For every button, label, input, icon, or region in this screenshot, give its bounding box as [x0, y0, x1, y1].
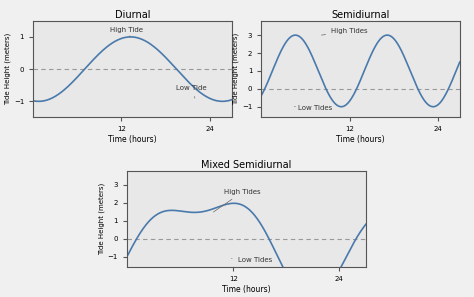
Text: Low Tides: Low Tides [294, 105, 332, 111]
Title: Diurnal: Diurnal [115, 10, 150, 20]
Y-axis label: Tide Height (meters): Tide Height (meters) [98, 183, 105, 255]
Text: High Tide: High Tide [110, 27, 143, 37]
Y-axis label: Tide Height (meters): Tide Height (meters) [4, 33, 11, 105]
Text: High Tides: High Tides [321, 28, 368, 35]
Y-axis label: Tide Height (meters): Tide Height (meters) [233, 33, 239, 105]
X-axis label: Time (hours): Time (hours) [108, 135, 157, 144]
Text: High Tides: High Tides [213, 189, 261, 212]
Title: Mixed Semidiurnal: Mixed Semidiurnal [201, 160, 292, 170]
X-axis label: Time (hours): Time (hours) [336, 135, 385, 144]
X-axis label: Time (hours): Time (hours) [222, 285, 271, 294]
Text: Low Tide: Low Tide [176, 85, 207, 98]
Text: Low Tides: Low Tides [232, 257, 272, 263]
Title: Semidiurnal: Semidiurnal [331, 10, 390, 20]
